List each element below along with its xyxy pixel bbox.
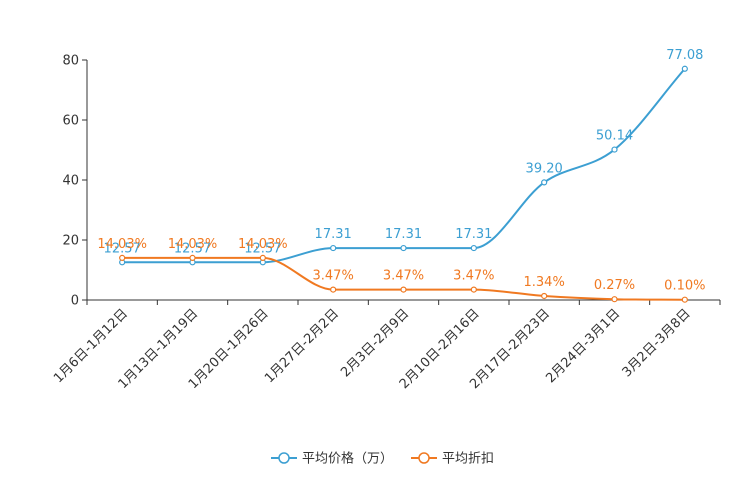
data-label: 14.03%	[238, 237, 288, 252]
data-label: 17.31	[315, 227, 352, 242]
legend-marker-icon	[278, 452, 290, 464]
y-tick-label: 40	[62, 174, 79, 189]
y-tick-label: 60	[62, 114, 79, 129]
data-point	[330, 244, 337, 252]
data-label: 0.10%	[664, 279, 705, 294]
data-point	[400, 286, 407, 293]
series-line-0	[122, 68, 686, 264]
data-point	[400, 244, 407, 252]
y-tick-label: 0	[71, 294, 79, 309]
data-point	[119, 254, 126, 262]
data-label: 77.08	[666, 48, 703, 63]
legend-item-0[interactable]: 平均价格（万）	[271, 451, 393, 467]
y-tick-label: 80	[62, 54, 79, 69]
data-label: 0.27%	[594, 278, 635, 293]
legend-label: 平均价格（万）	[302, 451, 393, 467]
data-label: 39.20	[526, 161, 563, 176]
data-labels: 12.57 12.57 12.57 17.31 17.31 17.31 39.20 50.14…	[97, 48, 705, 294]
x-tick-label: 3月2日-3月8日	[620, 306, 694, 380]
data-label: 12.57	[104, 241, 141, 256]
data-label: 17.31	[455, 227, 492, 242]
data-point	[681, 65, 688, 72]
data-point	[611, 146, 618, 153]
data-label: 12.57	[244, 241, 281, 256]
data-label: 1.34%	[524, 275, 565, 290]
x-tick-label: 2月3日-2月9日	[338, 306, 412, 380]
data-label: 14.03%	[168, 237, 218, 252]
data-point	[681, 296, 688, 303]
y-tick-label: 20	[62, 234, 79, 249]
data-label: 12.57	[174, 241, 211, 256]
data-point	[541, 292, 548, 300]
x-axis: 1月6日-1月12日1月13日-1月19日1月20日-1月26日1月27日-2月…	[51, 299, 721, 392]
data-label: 14.03%	[97, 237, 147, 252]
data-label: 3.47%	[383, 269, 424, 284]
legend-item-1[interactable]: 平均折扣	[411, 452, 494, 467]
y-axis: 0 20 40 60 80	[62, 54, 88, 309]
legend[interactable]: 平均价格（万） 平均折扣	[271, 451, 494, 467]
series-layer	[119, 65, 688, 303]
data-point	[470, 286, 477, 293]
data-point	[611, 296, 618, 303]
data-point	[541, 179, 548, 186]
data-label: 17.31	[385, 227, 422, 242]
legend-marker-icon	[418, 452, 430, 464]
data-point	[189, 254, 196, 262]
x-tick-label: 1月27日-2月2日	[262, 306, 342, 386]
data-point	[330, 286, 337, 293]
data-label: 50.14	[596, 129, 633, 144]
x-tick-label: 1月6日-1月12日	[51, 306, 131, 386]
data-label: 3.47%	[453, 269, 494, 284]
data-point	[470, 244, 477, 252]
data-point	[259, 254, 266, 262]
x-tick-label: 2月24日-3月1日	[543, 306, 623, 386]
data-label: 3.47%	[313, 269, 354, 284]
legend-label: 平均折扣	[442, 452, 494, 467]
